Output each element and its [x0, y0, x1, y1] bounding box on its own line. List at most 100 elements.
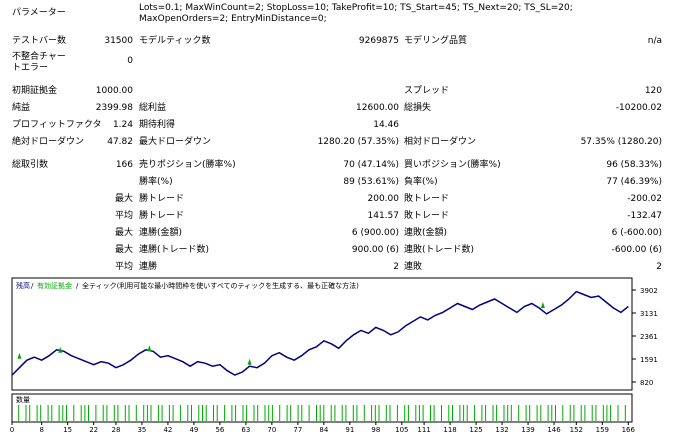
x-tick-label: 8	[39, 426, 43, 434]
short-positions-value: 70 (47.14%)	[343, 160, 399, 170]
x-tick-label: 0	[10, 426, 14, 434]
equity-marker	[147, 345, 152, 352]
max-consec-profit-value: 900.00 (6)	[351, 245, 399, 255]
profit-factor-label: プロフィットファクタ	[12, 120, 102, 130]
profit-factor-value: 1.24	[112, 120, 133, 130]
max-consec-profit-label-prefix: 最大	[114, 245, 133, 255]
abs-drawdown-label: 絶対ドローダウン	[12, 137, 85, 147]
chart-legend: 残高 / 有効証拠金 / 全ティック(利用可能な最小時間枠を使いすべてのティック…	[16, 281, 359, 290]
avg-consec-losses-label: 連敗	[404, 262, 423, 272]
equity-marker	[247, 358, 252, 365]
x-tick-label: 125	[469, 426, 482, 434]
x-tick-label: 49	[189, 426, 198, 434]
x-tick-label: 166	[622, 426, 636, 434]
legend-equity: 有効証拠金	[37, 281, 72, 290]
y-tick-label: 3131	[640, 310, 658, 318]
largest-label: 最大	[114, 194, 133, 204]
x-tick-label: 105	[395, 426, 408, 434]
net-profit-label: 純益	[12, 103, 31, 113]
average-profit-value: 141.57	[367, 211, 400, 221]
spread-label: スプレッド	[404, 86, 450, 96]
equity-marker	[540, 301, 545, 308]
x-tick-label: 63	[241, 426, 250, 434]
x-tick-label: 159	[596, 426, 609, 434]
max-consec-loss-label: 連敗(トレード数)	[404, 245, 475, 255]
x-tick-label: 84	[319, 426, 328, 434]
average-loss-label: 敗トレード	[404, 211, 450, 221]
x-tick-label: 15	[63, 426, 72, 434]
x-tick-label: 98	[371, 426, 380, 434]
legend-separator-1: /	[31, 282, 34, 290]
x-tick-label: 70	[267, 426, 276, 434]
max-consec-wins-label: 連勝(金額)	[139, 228, 183, 238]
x-tick-label: 118	[443, 426, 456, 434]
largest-profit-value: 200.00	[367, 194, 400, 204]
average-loss-value: -132.47	[627, 211, 662, 221]
y-tick-label: 820	[640, 379, 653, 387]
x-tick-label: 152	[570, 426, 583, 434]
model-ticks-value: 9269875	[358, 36, 399, 46]
model-quality-label: モデリング品質	[404, 36, 468, 46]
largest-loss-label: 敗トレード	[404, 194, 450, 204]
avg-consec-losses-value: 2	[656, 262, 662, 272]
x-tick-label: 132	[495, 426, 508, 434]
main-plot-frame	[11, 277, 633, 391]
total-trades-label: 総取引数	[12, 160, 49, 170]
x-tick-label: 77	[293, 426, 302, 434]
legend-model: 全ティック(利用可能な最小時間枠を使いすべてのティックを生成する、最も正確な方法…	[82, 281, 359, 290]
x-tick-label: 91	[345, 426, 354, 434]
profit-trades-value: 89 (53.61%)	[343, 177, 399, 187]
legend-separator-2: /	[76, 282, 79, 290]
net-profit-value: 2399.98	[95, 103, 133, 113]
gross-loss-value: -10200.02	[615, 103, 662, 113]
loss-trades-label: 負率(%)	[404, 177, 438, 187]
gross-loss-label: 総損失	[404, 103, 432, 113]
parameters-value: Lots=0.1; MaxWinCount=2; StopLoss=10; Ta…	[139, 3, 573, 24]
rel-drawdown-label: 相対ドローダウン	[404, 137, 477, 147]
max-consec-losses-label: 連敗(金額)	[404, 228, 448, 238]
volume-label: 数量	[16, 395, 30, 404]
total-trades-value: 166	[115, 160, 133, 170]
x-tick-label: 28	[111, 426, 120, 434]
profit-trades-label: 勝率(%)	[139, 177, 173, 187]
rel-drawdown-value: 57.35% (1280.20)	[580, 137, 662, 147]
mismatch-errors-value: 0	[127, 56, 133, 66]
initial-deposit-label: 初期証拠金	[12, 86, 58, 96]
legend-balance: 残高	[16, 281, 30, 290]
max-consec-wins-value: 6 (900.00)	[351, 228, 399, 238]
spread-value: 120	[644, 86, 662, 96]
max-consec-profit-label: 連勝(トレード数)	[139, 245, 210, 255]
long-positions-value: 96 (58.33%)	[606, 160, 662, 170]
long-positions-label: 買いポジション(勝率%)	[404, 160, 501, 170]
test-bars-label: テストバー数	[12, 36, 67, 46]
avg-consec-label: 平均	[114, 262, 133, 272]
expected-payoff-label: 期待利得	[139, 120, 176, 130]
x-tick-label: 146	[547, 426, 561, 434]
max-consec-losses-value: 6 (-600.00)	[611, 228, 662, 238]
x-tick-label: 22	[89, 426, 98, 434]
y-tick-label: 1591	[640, 356, 658, 364]
avg-consec-wins-label: 連勝	[139, 262, 158, 272]
abs-drawdown-value: 47.82	[107, 137, 133, 147]
balance-series-line	[11, 290, 629, 376]
initial-deposit-value: 1000.00	[95, 86, 133, 96]
loss-trades-value: 77 (46.39%)	[606, 177, 662, 187]
largest-profit-label: 勝トレード	[139, 194, 185, 204]
y-tick-label: 2361	[640, 333, 658, 341]
gross-profit-label: 総利益	[139, 103, 167, 113]
volume-plot-frame	[11, 393, 633, 423]
test-bars-value: 31500	[104, 36, 133, 46]
parameters-label: パラメーター	[12, 8, 66, 18]
average-profit-label: 勝トレード	[139, 211, 185, 221]
x-tick-label: 139	[521, 426, 534, 434]
x-tick-label: 111	[417, 426, 430, 434]
average-label: 平均	[114, 211, 133, 221]
max-consec-label: 最大	[114, 228, 133, 238]
gross-profit-value: 12600.00	[356, 103, 399, 113]
max-consec-loss-value: -600.00 (6)	[611, 245, 662, 255]
model-quality-value: n/a	[647, 36, 662, 46]
y-tick-label: 3902	[640, 287, 658, 295]
short-positions-label: 売りポジション(勝率%)	[139, 160, 236, 170]
x-tick-label: 42	[163, 426, 172, 434]
equity-marker	[58, 346, 63, 353]
